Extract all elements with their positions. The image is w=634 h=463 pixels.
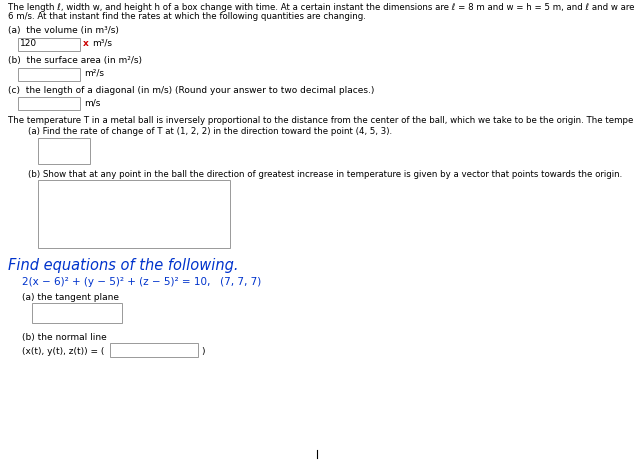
Bar [38, 180, 230, 248]
Text: The temperature T in a metal ball is inversely proportional to the distance from: The temperature T in a metal ball is inv… [8, 116, 634, 125]
Text: (b) Show that at any point in the ball the direction of greatest increase in tem: (b) Show that at any point in the ball t… [28, 170, 622, 179]
Bar [110, 343, 198, 357]
Text: m²/s: m²/s [84, 69, 104, 78]
Text: (a)  the volume (in m³/s): (a) the volume (in m³/s) [8, 26, 119, 35]
Bar [18, 68, 80, 81]
Text: Find equations of the following.: Find equations of the following. [8, 258, 238, 273]
Text: (x(t), y(t), z(t)) = (: (x(t), y(t), z(t)) = ( [22, 347, 105, 356]
Bar [32, 303, 122, 323]
Text: m/s: m/s [84, 98, 100, 107]
Bar [18, 38, 80, 51]
Text: 2(x − 6)² + (y − 5)² + (z − 5)² = 10,   (7, 7, 7): 2(x − 6)² + (y − 5)² + (z − 5)² = 10, (7… [22, 277, 261, 287]
Text: x: x [83, 39, 89, 48]
Bar [38, 138, 90, 164]
Bar [18, 97, 80, 110]
Text: (a) the tangent plane: (a) the tangent plane [22, 293, 119, 302]
Text: (a) Find the rate of change of T at (1, 2, 2) in the direction toward the point : (a) Find the rate of change of T at (1, … [28, 127, 392, 136]
Text: The length ℓ, width w, and height h of a box change with time. At a certain inst: The length ℓ, width w, and height h of a… [8, 3, 634, 12]
Text: 120: 120 [20, 39, 37, 48]
Text: (b)  the surface area (in m²/s): (b) the surface area (in m²/s) [8, 56, 142, 65]
Text: 6 m/s. At that instant find the rates at which the following quantities are chan: 6 m/s. At that instant find the rates at… [8, 12, 366, 21]
Text: m³/s: m³/s [92, 39, 112, 48]
Text: (c)  the length of a diagonal (in m/s) (Round your answer to two decimal places.: (c) the length of a diagonal (in m/s) (R… [8, 86, 374, 95]
Text: ): ) [201, 347, 205, 356]
Text: (b) the normal line: (b) the normal line [22, 333, 107, 342]
